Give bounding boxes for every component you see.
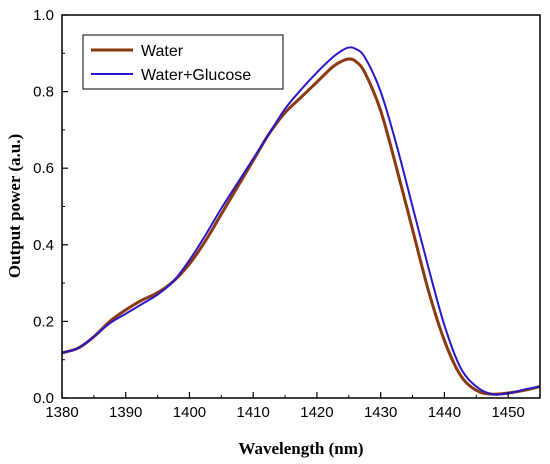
legend: Water Water+Glucose	[82, 34, 284, 90]
x-tick-label: 1450	[491, 404, 524, 421]
series-line-water	[61, 57, 541, 396]
y-tick-label: 1.0	[33, 7, 54, 24]
y-tick-label: 0.8	[33, 84, 54, 101]
series-line-water-glucose	[61, 46, 541, 396]
x-tick-label: 1430	[364, 404, 397, 421]
x-tick-label: 1440	[428, 404, 461, 421]
x-tick-label: 1390	[109, 404, 142, 421]
y-tick-label: 0.4	[33, 237, 54, 254]
x-tick-label: 1410	[237, 404, 270, 421]
legend-label-water-glucose: Water+Glucose	[141, 67, 251, 84]
plot-lines	[61, 46, 541, 396]
x-tick-label: 1380	[45, 404, 78, 421]
x-tick-label: 1420	[300, 404, 333, 421]
y-tick-label: 0.0	[33, 390, 54, 407]
legend-label-water: Water	[141, 43, 184, 60]
axis-ticks: 1380 1390 1400 1410 1420 1430 1440 1450 0.0 0.2 0.…	[33, 7, 525, 421]
x-axis-title: Wavelength (nm)	[238, 439, 363, 458]
y-axis-title: Output power (a.u.)	[5, 134, 24, 278]
y-tick-label: 0.2	[33, 313, 54, 330]
y-tick-label: 0.6	[33, 160, 54, 177]
legend-box	[82, 34, 284, 90]
x-tick-label: 1400	[173, 404, 206, 421]
